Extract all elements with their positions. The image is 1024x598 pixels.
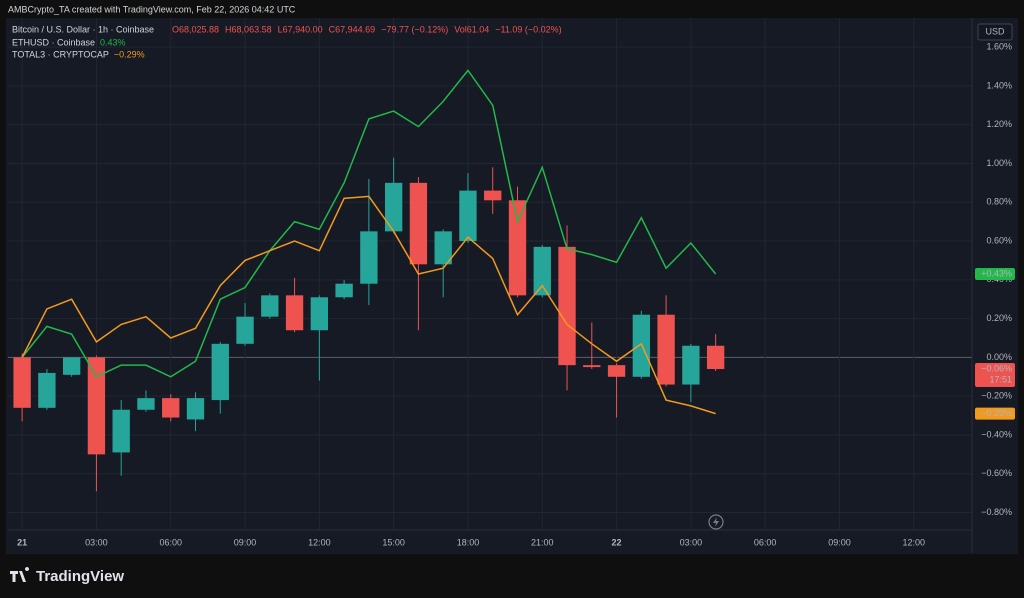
price-badge — [975, 268, 1015, 280]
candle-body — [682, 345, 700, 385]
byline: AMBCrypto_TA created with TradingView.co… — [8, 4, 296, 14]
x-tick-label: 12:00 — [308, 537, 331, 547]
ohlc-value: O68,025.88 — [172, 24, 219, 34]
legend-value: −0.29% — [114, 49, 145, 59]
legend-name: TOTAL3 · CRYPTOCAP — [12, 49, 109, 59]
x-tick-label: 09:00 — [828, 537, 851, 547]
y-tick-label: −0.40% — [981, 429, 1012, 439]
candle-body — [310, 297, 329, 331]
candle-body — [632, 314, 651, 377]
logo-text: TradingView — [36, 568, 124, 585]
y-tick-label: 0.20% — [986, 313, 1012, 323]
candle-body — [360, 231, 378, 284]
candle-body — [508, 200, 527, 296]
x-tick-label: 03:00 — [680, 537, 703, 547]
x-tick-label: 09:00 — [234, 537, 257, 547]
candle-body — [62, 357, 81, 375]
x-tick-label: 22 — [612, 537, 622, 547]
x-tick-label: 12:00 — [903, 537, 926, 547]
price-badge-label: −0.06% — [981, 363, 1012, 373]
legend-value: 0.43% — [100, 37, 126, 47]
candle-body — [533, 246, 551, 296]
candle-body — [459, 190, 477, 242]
x-tick-label: 06:00 — [754, 537, 777, 547]
ohlc-value: −11.09 (−0.02%) — [495, 24, 561, 34]
price-badge-label: +0.43% — [981, 268, 1012, 278]
y-tick-label: 0.00% — [986, 352, 1012, 362]
candle-body — [409, 182, 428, 265]
candle-body — [607, 365, 626, 377]
ohlc-value: H68,063.58 — [225, 24, 272, 34]
logo-mark — [10, 567, 30, 582]
candle-body — [285, 295, 304, 331]
candle-body — [162, 398, 180, 418]
candle-body — [137, 398, 155, 410]
ohlc-value: L67,940.00 — [278, 24, 323, 34]
candle-body — [87, 357, 106, 455]
y-tick-label: −0.20% — [981, 391, 1012, 401]
ohlc-value: Vol61.04 — [454, 24, 489, 34]
x-tick-label: 21:00 — [531, 537, 554, 547]
x-tick-label: 06:00 — [159, 537, 182, 547]
candle-body — [706, 345, 725, 370]
legend-main: Bitcoin / U.S. Dollar · 1h · Coinbase — [12, 24, 154, 34]
candle-body — [384, 182, 403, 232]
x-tick-label: 03:00 — [85, 537, 108, 547]
ohlc-value: −79.77 (−0.12%) — [381, 24, 448, 34]
y-tick-label: −0.80% — [981, 507, 1012, 517]
price-badge-label: −0.29% — [981, 408, 1012, 418]
candle-body — [211, 343, 229, 401]
candle-body — [236, 316, 254, 344]
currency: USD — [985, 26, 1005, 36]
scroll-icon[interactable] — [708, 514, 724, 530]
y-tick-label: 1.00% — [986, 158, 1012, 168]
candle-body — [558, 246, 576, 366]
candle-body — [583, 365, 601, 368]
y-tick-label: 0.60% — [986, 235, 1012, 245]
candle-body — [38, 372, 56, 408]
currency-box — [977, 23, 1013, 41]
price-badge — [975, 407, 1015, 420]
candle-body — [13, 357, 31, 408]
candle-body — [657, 314, 675, 385]
candle-body — [335, 283, 353, 298]
y-tick-label: 0.80% — [986, 197, 1012, 207]
candle-body — [186, 398, 205, 420]
candle-body — [434, 231, 452, 265]
ohlc-value: C67,944.69 — [329, 24, 376, 34]
y-tick-label: 1.40% — [986, 80, 1012, 90]
line-series — [21, 195, 716, 415]
countdown: 17:51 — [989, 374, 1012, 384]
line-series — [21, 69, 717, 378]
candle-body — [484, 190, 502, 201]
x-tick-label: 15:00 — [382, 537, 405, 547]
price-badge — [975, 363, 1015, 388]
y-tick-label: −0.60% — [981, 468, 1012, 478]
y-tick-label: 1.20% — [986, 119, 1012, 129]
x-tick-label: 21 — [17, 537, 27, 547]
candle-body — [261, 295, 279, 317]
x-tick-label: 18:00 — [457, 537, 480, 547]
y-tick-label: 1.60% — [986, 41, 1012, 51]
candle-body — [112, 409, 130, 453]
legend-name: ETHUSD · Coinbase — [12, 37, 95, 47]
